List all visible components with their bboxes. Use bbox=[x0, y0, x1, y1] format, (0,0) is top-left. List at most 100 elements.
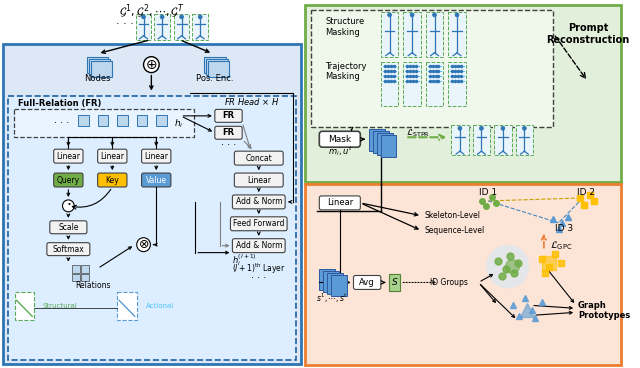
FancyBboxPatch shape bbox=[141, 149, 171, 163]
Bar bbox=[8, 96, 296, 360]
Text: Add & Norm: Add & Norm bbox=[236, 197, 282, 206]
Bar bbox=[388, 273, 401, 291]
Bar bbox=[117, 293, 137, 320]
Text: · · ·: · · · bbox=[251, 273, 266, 283]
FancyBboxPatch shape bbox=[232, 195, 285, 209]
Circle shape bbox=[63, 200, 74, 212]
Bar bbox=[137, 115, 147, 126]
Text: Mask: Mask bbox=[328, 135, 351, 144]
Text: Avg: Avg bbox=[359, 278, 375, 287]
Bar bbox=[327, 273, 343, 294]
Text: Query: Query bbox=[57, 176, 80, 184]
Text: Feed Forward: Feed Forward bbox=[233, 219, 285, 228]
Bar bbox=[3, 44, 301, 364]
Bar bbox=[426, 62, 444, 106]
Bar bbox=[204, 57, 225, 72]
Text: Linear: Linear bbox=[56, 152, 81, 161]
Text: Skeleton-Level: Skeleton-Level bbox=[425, 211, 481, 220]
Circle shape bbox=[410, 13, 414, 17]
Bar bbox=[381, 135, 396, 157]
FancyBboxPatch shape bbox=[98, 173, 127, 187]
Text: FR Head $\times$ $H$: FR Head $\times$ $H$ bbox=[224, 96, 280, 107]
FancyBboxPatch shape bbox=[47, 243, 90, 256]
Bar bbox=[472, 125, 490, 155]
Text: $m_i, u^t$: $m_i, u^t$ bbox=[328, 144, 352, 158]
FancyBboxPatch shape bbox=[232, 239, 285, 252]
FancyBboxPatch shape bbox=[215, 109, 242, 122]
Text: Softmax: Softmax bbox=[52, 245, 84, 254]
Bar bbox=[373, 131, 388, 153]
Circle shape bbox=[455, 13, 459, 17]
Bar bbox=[193, 14, 208, 40]
Text: Pos. Enc.: Pos. Enc. bbox=[196, 74, 234, 83]
FancyBboxPatch shape bbox=[141, 173, 171, 187]
Bar bbox=[403, 12, 421, 57]
Circle shape bbox=[180, 15, 184, 19]
Text: $h_i^{(l+1)}$: $h_i^{(l+1)}$ bbox=[232, 253, 257, 268]
Circle shape bbox=[388, 13, 392, 17]
Text: Key: Key bbox=[106, 176, 119, 184]
Bar bbox=[81, 265, 89, 273]
Text: $\mathcal{L}_{\rm GPC}$: $\mathcal{L}_{\rm GPC}$ bbox=[550, 239, 573, 252]
Bar bbox=[448, 12, 466, 57]
Text: ID 2: ID 2 bbox=[577, 188, 595, 198]
Text: Linear: Linear bbox=[247, 176, 271, 184]
Bar bbox=[72, 273, 80, 282]
Text: Relations: Relations bbox=[75, 281, 111, 290]
FancyBboxPatch shape bbox=[353, 276, 381, 289]
Text: FR: FR bbox=[223, 128, 234, 137]
Text: Actional: Actional bbox=[145, 303, 173, 309]
Bar bbox=[206, 59, 228, 75]
Text: Structure
Masking: Structure Masking bbox=[325, 17, 364, 36]
Bar bbox=[403, 62, 421, 106]
Bar bbox=[15, 293, 34, 320]
Text: $\oplus$: $\oplus$ bbox=[145, 58, 157, 72]
Bar bbox=[174, 14, 189, 40]
Bar bbox=[78, 115, 89, 126]
Bar bbox=[87, 57, 108, 72]
Bar bbox=[516, 125, 533, 155]
FancyBboxPatch shape bbox=[234, 173, 283, 187]
Bar bbox=[13, 109, 195, 137]
Circle shape bbox=[501, 126, 505, 130]
Circle shape bbox=[141, 15, 145, 19]
Text: Full-Relation (FR): Full-Relation (FR) bbox=[17, 99, 101, 108]
Bar bbox=[369, 129, 385, 151]
FancyBboxPatch shape bbox=[54, 173, 83, 187]
FancyBboxPatch shape bbox=[98, 149, 127, 163]
FancyBboxPatch shape bbox=[234, 151, 283, 165]
Text: $S$: $S$ bbox=[391, 276, 398, 287]
Text: Prompt
Reconstruction: Prompt Reconstruction bbox=[546, 23, 630, 45]
Bar bbox=[377, 133, 392, 155]
Circle shape bbox=[160, 15, 164, 19]
Text: · · ·: · · · bbox=[221, 140, 236, 150]
Text: Nodes: Nodes bbox=[84, 74, 111, 83]
Text: Value: Value bbox=[146, 176, 167, 184]
Bar bbox=[494, 125, 511, 155]
Bar bbox=[319, 269, 335, 290]
FancyBboxPatch shape bbox=[230, 217, 287, 231]
Bar bbox=[136, 14, 151, 40]
Bar bbox=[381, 62, 399, 106]
Circle shape bbox=[458, 126, 462, 130]
Text: Graph
Prototypes: Graph Prototypes bbox=[578, 301, 630, 320]
Bar bbox=[81, 273, 89, 282]
Text: Linear: Linear bbox=[100, 152, 124, 161]
Bar bbox=[323, 270, 339, 293]
Circle shape bbox=[137, 238, 150, 252]
Bar bbox=[451, 125, 468, 155]
Bar bbox=[305, 184, 621, 365]
Text: ID Groups: ID Groups bbox=[430, 278, 468, 287]
Bar bbox=[156, 115, 167, 126]
Text: ID 1: ID 1 bbox=[479, 188, 497, 198]
Bar bbox=[154, 14, 170, 40]
FancyBboxPatch shape bbox=[215, 126, 242, 139]
Circle shape bbox=[198, 15, 202, 19]
Text: Scale: Scale bbox=[58, 223, 79, 232]
Text: Concat: Concat bbox=[245, 153, 272, 163]
Text: Add & Norm: Add & Norm bbox=[236, 241, 282, 250]
Text: Structural: Structural bbox=[43, 303, 77, 309]
Text: ·: · bbox=[66, 198, 71, 213]
Text: $s^1, \cdots, s^t$: $s^1, \cdots, s^t$ bbox=[316, 292, 348, 305]
Text: $\mathcal{L}_{\rm STPR}$: $\mathcal{L}_{\rm STPR}$ bbox=[406, 128, 431, 139]
